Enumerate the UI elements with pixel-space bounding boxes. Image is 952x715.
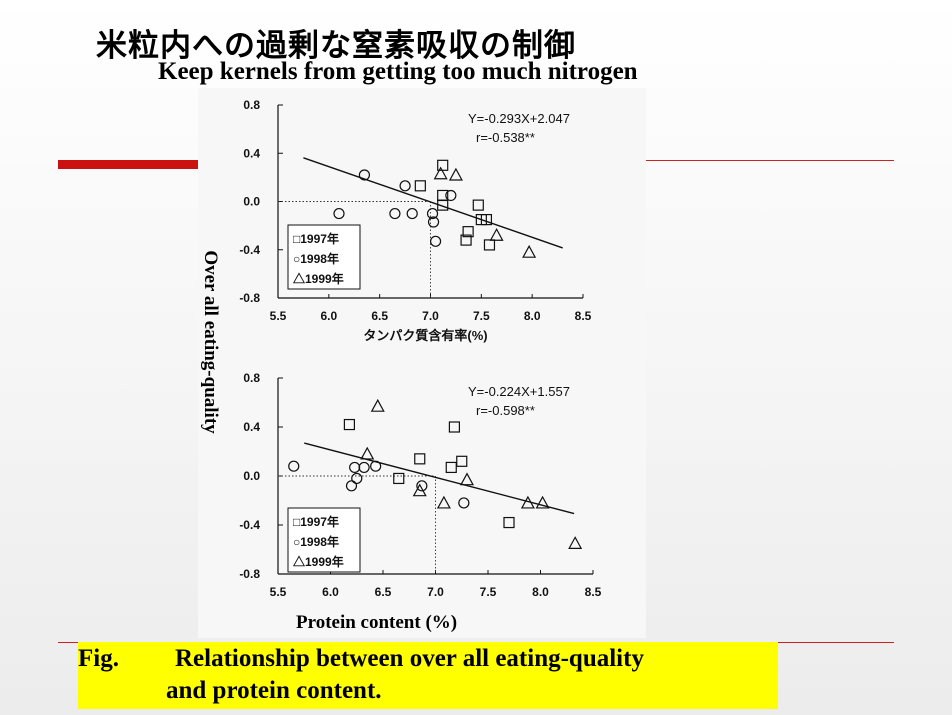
accent-bar [58,160,200,169]
y-axis-label-text: Over all eating-quality [200,250,221,434]
point-triangle [489,228,504,241]
y-tick-label: 0.8 [243,98,260,112]
point-triangle [436,495,451,509]
point-square [462,226,474,238]
legend-box [287,507,361,573]
legend-entry: △1999年 [292,271,344,286]
regression-line [303,157,563,249]
point-circle [358,461,370,474]
caption-line-2: and protein content. [166,677,382,704]
legend-entry: ○1998年 [293,534,339,549]
x-tick-label: 5.5 [270,585,287,599]
point-square [456,455,468,467]
caption-prefix: Fig. [78,645,119,672]
y-tick-label: 0.4 [243,146,260,160]
regression-equation: Y=-0.224X+1.557 [468,384,570,399]
point-square [460,234,472,246]
legend-entry: □1997年 [293,231,339,246]
point-triangle [412,483,427,497]
figure-scan: 0.8 0.4 0.0 -0.4 -0.8 5.5 6.0 6.5 7.0 7.5 8.0 8.5 Y=… [198,88,646,638]
point-circle [351,472,363,485]
x-axis-label: Protein content (%) [296,612,458,633]
legend-box [287,224,361,290]
point-circle [427,216,440,228]
y-tick-label: 0.4 [243,420,260,434]
point-triangle [568,536,583,549]
point-circle [345,480,358,492]
x-tick-label: 8.5 [585,585,602,599]
y-tick-label: -0.4 [239,518,260,532]
point-square [480,213,493,226]
x-tick-label: 7.5 [473,309,490,323]
point-triangle [522,244,537,258]
regression-line [304,442,575,515]
caption-box [78,642,778,709]
x-axis-title: タンパク質含有率(%) [363,328,487,343]
regression-equation: Y=-0.293X+2.047 [468,111,570,126]
y-tick-label: 0.0 [243,469,260,483]
y-tick-label: 0.8 [243,371,260,385]
point-square [437,199,449,211]
legend-entry: △1999年 [292,554,344,569]
point-circle [429,235,442,247]
point-triangle [459,472,475,486]
x-tick-label: 8.5 [575,309,592,323]
point-square [483,239,496,251]
correlation-coefficient: r=-0.598** [476,403,535,418]
correlation-coefficient: r=-0.538** [476,130,535,145]
point-triangle [360,446,375,460]
x-tick-label: 8.0 [524,309,541,323]
point-triangle [448,167,463,181]
point-triangle [535,495,550,509]
legend-entry: □1997年 [293,514,339,529]
y-axis-label: Over all eating-quality [195,222,225,462]
caption-text-1: Relationship between over all eating-qua… [174,645,644,672]
point-triangle [520,495,535,509]
point-square [437,159,449,171]
x-tick-label: 6.0 [320,309,337,323]
point-circle [288,460,300,472]
point-circle [349,461,361,474]
scatter-figures: 0.8 0.4 0.0 -0.4 -0.8 5.5 6.0 6.5 7.0 7.5 8.0 8.5 Y=… [239,98,601,599]
point-triangle [433,166,448,180]
y-tick-label: -0.4 [239,243,260,257]
point-square [448,421,460,433]
point-circle [416,480,428,492]
x-tick-label: 6.5 [371,309,388,323]
point-circle [399,180,411,192]
legend-entry: ○1998年 [293,251,339,266]
x-tick-label: 5.5 [270,309,287,323]
point-circle [370,460,382,472]
chart-2: 0.8 0.4 0.0 -0.4 -0.8 5.5 6.0 6.5 7.0 7.5 8.0 8.5 Y=… [239,371,601,599]
x-tick-label: 6.0 [322,585,339,599]
point-square [343,418,355,431]
y-tick-label: -0.8 [239,567,260,581]
x-tick-label: 7.5 [480,585,497,599]
x-tick-label: 7.0 [422,309,439,323]
x-tick-label: 7.0 [427,585,444,599]
point-square [472,199,484,211]
point-circle [426,207,439,220]
point-circle [389,207,401,220]
point-square [393,472,405,485]
x-tick-label: 8.0 [532,585,549,599]
point-circle [458,497,470,509]
point-square [414,453,426,465]
slide-title-english: Keep kernels from getting too much nitro… [158,58,638,85]
point-square [503,516,515,529]
caption-line-1: Fig. Relationship between over all eating… [78,645,644,673]
point-circle [358,169,371,181]
point-square [445,461,457,474]
slide-title-japanese: 米粒内への過剰な窒素吸収の制御 [96,28,576,64]
point-circle [445,189,457,202]
y-tick-label: 0.0 [243,195,260,209]
y-tick-label: -0.8 [239,291,260,305]
point-square [414,180,426,192]
chart-1: 0.8 0.4 0.0 -0.4 -0.8 5.5 6.0 6.5 7.0 7.5 8.0 8.5 Y=… [239,98,591,343]
point-triangle [370,398,385,412]
accent-line-top [646,160,894,161]
point-circle [406,207,418,220]
point-circle [333,207,345,220]
x-tick-label: 6.5 [375,585,392,599]
